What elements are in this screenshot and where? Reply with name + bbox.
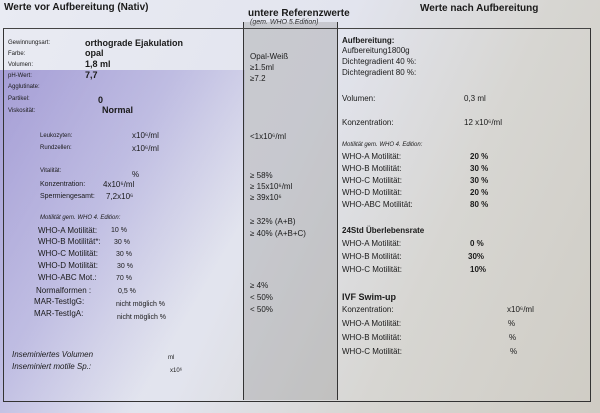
ivf-who-b-label: WHO-B Motilität:: [342, 333, 402, 342]
nativ-motilitaet-title: Motilität gem. WHO 4. Edition:: [40, 215, 121, 221]
konzentration-value: 4x10⁶/ml: [103, 180, 135, 189]
partikel-label: Partikel:: [8, 96, 30, 102]
volumen-label: Volumen:: [8, 62, 34, 68]
nativ-who-c-label: WHO-C Motilität:: [38, 249, 98, 258]
nach-volumen-label: Volumen:: [342, 94, 376, 103]
agglutinate-label: Agglutinate:: [8, 84, 40, 90]
header-nativ: Werte vor Aufbereitung (Nativ): [4, 2, 149, 13]
nach-who-b-value: 30 %: [470, 164, 489, 173]
gewinnungsart-value: orthograde Ejakulation: [85, 38, 184, 48]
ref-konzentration: ≥ 15x10⁶/ml: [250, 182, 293, 191]
gewinnungsart-label: Gewinnungsart:: [8, 40, 51, 46]
nach-konzentration-label: Konzentration:: [342, 118, 394, 127]
header-referenz: untere Referenzwerte: [248, 8, 350, 19]
aufbereitung-title: Aufbereitung:: [342, 36, 395, 45]
viskositaet-value: Normal: [102, 105, 134, 115]
ref-mar-igg: < 50%: [250, 293, 273, 302]
ivf-konz-value: x10⁶/ml: [507, 305, 534, 314]
ueberleben-title: 24Std Überlebensrate: [342, 226, 425, 235]
ref-mar-iga: < 50%: [250, 305, 273, 314]
ivf-who-a-value: %: [508, 319, 516, 328]
nach-who-b-label: WHO-B Motilität:: [342, 164, 402, 173]
nativ-who-b-value: 30 %: [114, 239, 130, 246]
nach-who-a-value: 20 %: [470, 152, 489, 161]
header-referenz-sub: (gem. WHO 5.Edition): [250, 19, 319, 26]
farbe-label: Farbe:: [8, 51, 26, 57]
ref-mot-ab: ≥ 32% (A+B): [250, 217, 296, 226]
ivf-who-c-label: WHO-C Motilität:: [342, 347, 402, 356]
nach-who-d-value: 20 %: [470, 188, 489, 197]
ueberleben-who-b-label: WHO-B Motilität:: [342, 252, 402, 261]
inseminiertes-volumen-label: Inseminiertes Volumen: [12, 350, 94, 359]
spermiengesamt-label: Spermiengesamt:: [40, 193, 95, 200]
volumen-value: 1,8 ml: [85, 59, 111, 69]
vitalitaet-label: Vitalität:: [40, 168, 62, 174]
ivf-who-a-label: WHO-A Motilität:: [342, 319, 402, 328]
viskositaet-label: Viskosität:: [8, 108, 36, 114]
ref-spermiengesamt: ≥ 39x10⁶: [250, 193, 282, 202]
shadow-overlay: [0, 70, 245, 413]
spermiengesamt-value: 7,2x10⁶: [106, 192, 134, 201]
rundzellen-value: x10⁶/ml: [132, 144, 159, 153]
mar-igg-label: MAR-TestIgG:: [34, 297, 85, 306]
nativ-who-d-value: 30 %: [117, 263, 133, 270]
farbe-value: opal: [85, 48, 104, 58]
inseminiertes-volumen-value: ml: [168, 355, 175, 361]
ref-ph: ≥7.2: [250, 74, 266, 83]
ph-value: 7,7: [85, 70, 98, 80]
dichtegradient-40: Dichtegradient 40 %:: [342, 57, 417, 66]
ref-farbe: Opal-Weiß: [250, 52, 289, 61]
ph-label: pH-Wert:: [8, 73, 32, 79]
table-top-line: [3, 28, 590, 29]
nativ-who-a-label: WHO-A Motilität:: [38, 226, 98, 235]
ref-vitalitaet: ≥ 58%: [250, 171, 273, 180]
ref-mot-abc: ≥ 40% (A+B+C): [250, 229, 306, 238]
ref-volumen: ≥1.5ml: [250, 63, 274, 72]
leukozyten-value: x10⁶/ml: [132, 131, 159, 140]
leukozyten-label: Leukozyten:: [40, 133, 73, 139]
ivf-who-b-value: %: [509, 333, 517, 342]
header-nach: Werte nach Aufbereitung: [420, 3, 539, 14]
nativ-who-abc-label: WHO-ABC Mot.:: [38, 273, 97, 282]
nach-who-c-value: 30 %: [470, 176, 489, 185]
ueberleben-who-c-label: WHO-C Motilität:: [342, 265, 402, 274]
ivf-who-c-value: %: [510, 347, 518, 356]
nativ-who-abc-value: 70 %: [116, 275, 132, 282]
nativ-who-a-value: 10 %: [111, 227, 127, 234]
nach-volumen-value: 0,3 ml: [464, 94, 486, 103]
nach-motilitaet-title: Motilität gem. WHO 4. Edition:: [342, 142, 423, 148]
reference-column: [243, 22, 338, 400]
nach-who-abc-value: 80 %: [470, 200, 489, 209]
ivf-title: IVF Swim-up: [342, 292, 396, 302]
ueberleben-who-b-value: 30%: [468, 252, 485, 261]
partikel-value: 0: [98, 95, 104, 105]
ueberleben-who-a-value: 0 %: [470, 239, 484, 248]
nach-who-abc-label: WHO-ABC Motilität:: [342, 200, 413, 209]
nach-who-d-label: WHO-D Motilität:: [342, 188, 402, 197]
inseminiert-motile-value: x10⁶: [170, 368, 183, 374]
aufbereitung-value: Aufbereitung1800g: [342, 46, 410, 55]
inseminiert-motile-label: Inseminiert motile Sp.:: [12, 362, 92, 371]
ueberleben-who-a-label: WHO-A Motilität:: [342, 239, 402, 248]
ueberleben-who-c-value: 10%: [470, 265, 487, 274]
mar-igg-value: nicht möglich %: [116, 301, 166, 308]
ref-normalformen: ≥ 4%: [250, 281, 269, 290]
normalformen-value: 0,5 %: [118, 288, 136, 295]
mar-iga-label: MAR-TestIgA:: [34, 309, 84, 318]
normalformen-label: Normalformen :: [36, 286, 92, 295]
nativ-who-b-label: WHO-B Motilität*:: [38, 237, 101, 246]
mar-iga-value: nicht möglich %: [117, 314, 167, 321]
ivf-konz-label: Konzentration:: [342, 305, 394, 314]
rundzellen-label: Rundzellen:: [40, 145, 72, 151]
dichtegradient-80: Dichtegradient 80 %:: [342, 68, 417, 77]
nach-who-c-label: WHO-C Motilität:: [342, 176, 402, 185]
nach-konzentration-value: 12 x10⁶/ml: [464, 118, 502, 127]
nach-who-a-label: WHO-A Motilität:: [342, 152, 402, 161]
konzentration-label: Konzentration:: [40, 181, 86, 188]
ref-leukozyten: <1x10⁶/ml: [250, 132, 286, 141]
nativ-who-c-value: 30 %: [116, 251, 132, 258]
nativ-who-d-label: WHO-D Motilität:: [38, 261, 98, 270]
vitalitaet-value: %: [132, 170, 140, 179]
